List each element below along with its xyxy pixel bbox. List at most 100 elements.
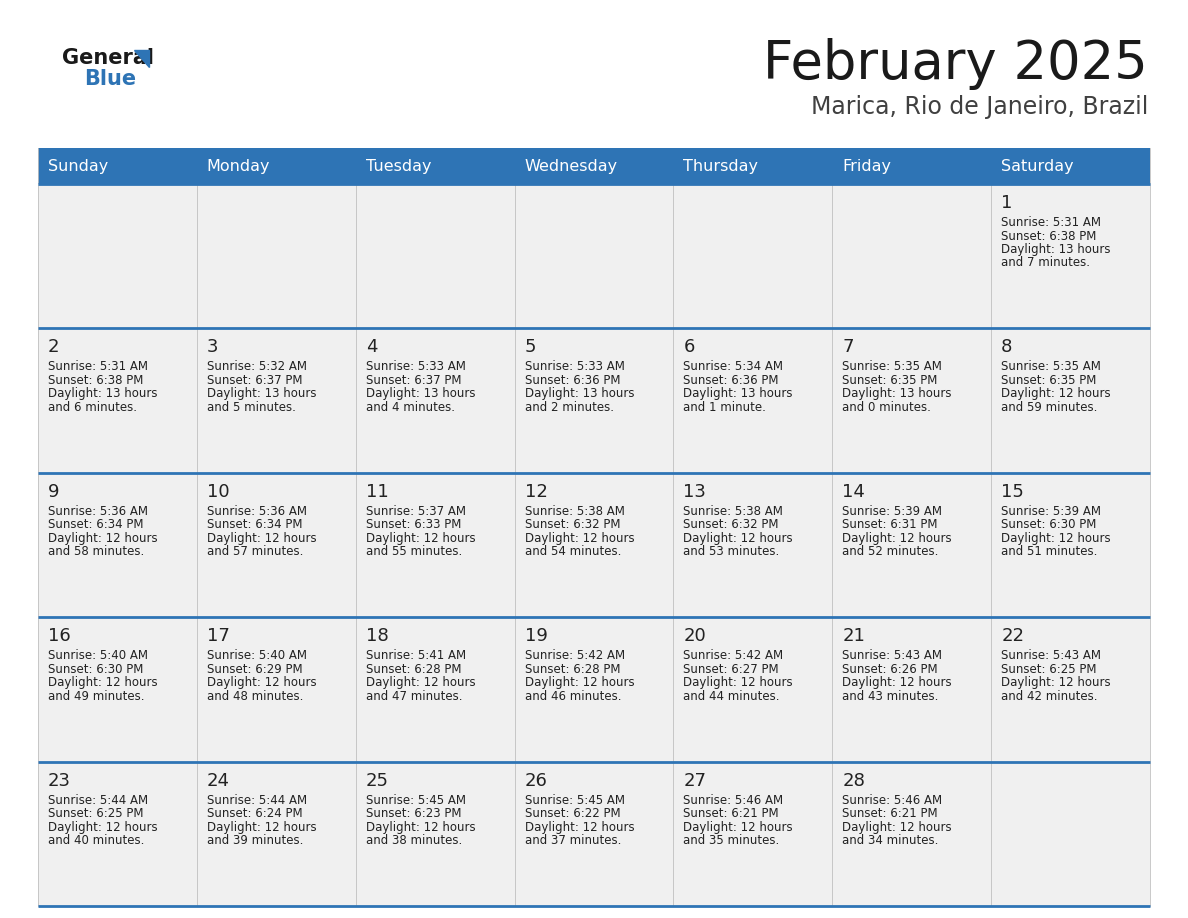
Text: Sunrise: 5:42 AM: Sunrise: 5:42 AM	[683, 649, 784, 662]
Text: Daylight: 13 hours: Daylight: 13 hours	[207, 387, 316, 400]
Text: Sunset: 6:25 PM: Sunset: 6:25 PM	[1001, 663, 1097, 676]
Text: Daylight: 12 hours: Daylight: 12 hours	[683, 677, 794, 689]
Text: Sunset: 6:23 PM: Sunset: 6:23 PM	[366, 807, 461, 820]
Text: 28: 28	[842, 772, 865, 789]
Bar	[674, 762, 833, 906]
Bar	[38, 617, 197, 762]
Text: Sunrise: 5:39 AM: Sunrise: 5:39 AM	[842, 505, 942, 518]
Text: 11: 11	[366, 483, 388, 501]
Text: and 44 minutes.: and 44 minutes.	[683, 689, 781, 702]
Text: and 59 minutes.: and 59 minutes.	[1001, 401, 1098, 414]
Text: 7: 7	[842, 339, 854, 356]
Text: and 49 minutes.: and 49 minutes.	[48, 689, 145, 702]
Text: 13: 13	[683, 483, 707, 501]
Text: and 37 minutes.: and 37 minutes.	[525, 834, 621, 847]
Text: 27: 27	[683, 772, 707, 789]
Text: Daylight: 12 hours: Daylight: 12 hours	[525, 677, 634, 689]
Text: Daylight: 12 hours: Daylight: 12 hours	[207, 532, 316, 544]
Text: Sunrise: 5:45 AM: Sunrise: 5:45 AM	[525, 793, 625, 807]
Text: and 55 minutes.: and 55 minutes.	[366, 545, 462, 558]
Text: and 51 minutes.: and 51 minutes.	[1001, 545, 1098, 558]
Text: Sunset: 6:29 PM: Sunset: 6:29 PM	[207, 663, 303, 676]
Bar	[514, 762, 674, 906]
Text: Sunrise: 5:35 AM: Sunrise: 5:35 AM	[1001, 361, 1101, 374]
Text: Sunset: 6:36 PM: Sunset: 6:36 PM	[683, 374, 779, 386]
Text: and 58 minutes.: and 58 minutes.	[48, 545, 144, 558]
Bar	[355, 329, 514, 473]
Text: Sunday: Sunday	[48, 159, 108, 174]
Bar	[355, 762, 514, 906]
Text: Daylight: 12 hours: Daylight: 12 hours	[48, 821, 158, 834]
Text: General: General	[62, 48, 154, 68]
Bar	[991, 762, 1150, 906]
Text: Sunrise: 5:44 AM: Sunrise: 5:44 AM	[48, 793, 148, 807]
Text: Sunrise: 5:34 AM: Sunrise: 5:34 AM	[683, 361, 783, 374]
Text: and 39 minutes.: and 39 minutes.	[207, 834, 303, 847]
Text: Daylight: 12 hours: Daylight: 12 hours	[366, 677, 475, 689]
Text: 15: 15	[1001, 483, 1024, 501]
Bar	[991, 148, 1150, 184]
Text: Saturday: Saturday	[1001, 159, 1074, 174]
Text: Daylight: 12 hours: Daylight: 12 hours	[207, 821, 316, 834]
Text: 17: 17	[207, 627, 229, 645]
Bar	[355, 184, 514, 329]
Text: Daylight: 13 hours: Daylight: 13 hours	[48, 387, 158, 400]
Text: Sunset: 6:25 PM: Sunset: 6:25 PM	[48, 807, 144, 820]
Text: Daylight: 12 hours: Daylight: 12 hours	[683, 532, 794, 544]
Bar	[197, 329, 355, 473]
Text: Sunset: 6:35 PM: Sunset: 6:35 PM	[842, 374, 937, 386]
Text: Sunset: 6:28 PM: Sunset: 6:28 PM	[525, 663, 620, 676]
Bar	[197, 617, 355, 762]
Text: and 47 minutes.: and 47 minutes.	[366, 689, 462, 702]
Bar	[38, 329, 197, 473]
Bar	[833, 184, 991, 329]
Bar	[197, 762, 355, 906]
Text: Sunrise: 5:38 AM: Sunrise: 5:38 AM	[683, 505, 783, 518]
Text: Daylight: 13 hours: Daylight: 13 hours	[842, 387, 952, 400]
Text: Daylight: 12 hours: Daylight: 12 hours	[842, 821, 952, 834]
Bar	[674, 148, 833, 184]
Text: Daylight: 12 hours: Daylight: 12 hours	[1001, 677, 1111, 689]
Text: Sunset: 6:34 PM: Sunset: 6:34 PM	[207, 519, 303, 532]
Text: 25: 25	[366, 772, 388, 789]
Text: Sunrise: 5:46 AM: Sunrise: 5:46 AM	[683, 793, 784, 807]
Text: Sunrise: 5:43 AM: Sunrise: 5:43 AM	[1001, 649, 1101, 662]
Text: Sunrise: 5:46 AM: Sunrise: 5:46 AM	[842, 793, 942, 807]
Bar	[991, 184, 1150, 329]
Bar	[991, 473, 1150, 617]
Text: Sunrise: 5:37 AM: Sunrise: 5:37 AM	[366, 505, 466, 518]
Text: Sunset: 6:27 PM: Sunset: 6:27 PM	[683, 663, 779, 676]
Text: Daylight: 12 hours: Daylight: 12 hours	[842, 677, 952, 689]
Text: Sunrise: 5:36 AM: Sunrise: 5:36 AM	[48, 505, 148, 518]
Text: and 46 minutes.: and 46 minutes.	[525, 689, 621, 702]
Text: Sunrise: 5:43 AM: Sunrise: 5:43 AM	[842, 649, 942, 662]
Text: Friday: Friday	[842, 159, 891, 174]
Bar	[833, 329, 991, 473]
Text: Sunset: 6:28 PM: Sunset: 6:28 PM	[366, 663, 461, 676]
Text: 5: 5	[525, 339, 536, 356]
Text: Daylight: 12 hours: Daylight: 12 hours	[366, 532, 475, 544]
Text: and 54 minutes.: and 54 minutes.	[525, 545, 621, 558]
Bar	[833, 148, 991, 184]
Text: and 34 minutes.: and 34 minutes.	[842, 834, 939, 847]
Text: Daylight: 13 hours: Daylight: 13 hours	[366, 387, 475, 400]
Text: and 38 minutes.: and 38 minutes.	[366, 834, 462, 847]
Text: Sunrise: 5:41 AM: Sunrise: 5:41 AM	[366, 649, 466, 662]
Text: and 1 minute.: and 1 minute.	[683, 401, 766, 414]
Text: and 6 minutes.: and 6 minutes.	[48, 401, 137, 414]
Polygon shape	[134, 50, 148, 67]
Text: 18: 18	[366, 627, 388, 645]
Text: Daylight: 12 hours: Daylight: 12 hours	[842, 532, 952, 544]
Text: Tuesday: Tuesday	[366, 159, 431, 174]
Text: Sunset: 6:22 PM: Sunset: 6:22 PM	[525, 807, 620, 820]
Bar	[674, 329, 833, 473]
Bar	[674, 184, 833, 329]
Bar	[674, 617, 833, 762]
Text: 26: 26	[525, 772, 548, 789]
Text: Sunrise: 5:40 AM: Sunrise: 5:40 AM	[48, 649, 148, 662]
Text: Sunset: 6:38 PM: Sunset: 6:38 PM	[48, 374, 144, 386]
Text: Sunrise: 5:44 AM: Sunrise: 5:44 AM	[207, 793, 307, 807]
Text: Blue: Blue	[84, 69, 137, 89]
Text: and 5 minutes.: and 5 minutes.	[207, 401, 296, 414]
Text: Sunset: 6:33 PM: Sunset: 6:33 PM	[366, 519, 461, 532]
